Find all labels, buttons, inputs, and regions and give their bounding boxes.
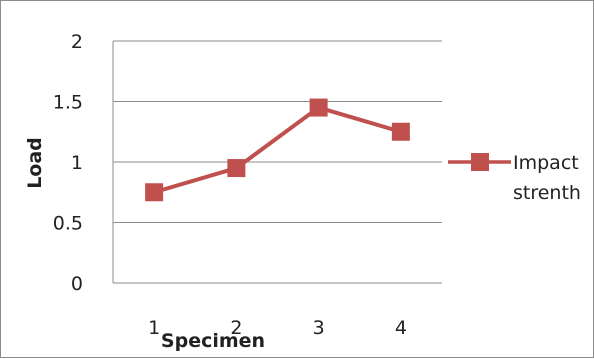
legend-label-line-2: strenth bbox=[513, 182, 581, 204]
y-axis-title: Load bbox=[24, 137, 46, 189]
y-tick-label: 0.5 bbox=[53, 213, 83, 235]
x-axis-title: Specimen bbox=[161, 330, 265, 352]
gridlines bbox=[112, 40, 442, 284]
y-tick-label: 0 bbox=[71, 273, 83, 295]
y-tick-label: 2 bbox=[71, 31, 83, 53]
data-point-marker bbox=[145, 183, 164, 202]
x-tick-label: 3 bbox=[313, 317, 325, 339]
x-tick-labels: 1 2 3 4 bbox=[148, 317, 407, 339]
x-tick-label: 4 bbox=[395, 317, 407, 339]
data-point-marker bbox=[227, 159, 246, 178]
data-point-marker bbox=[309, 98, 328, 117]
x-tick-label: 1 bbox=[148, 317, 160, 339]
y-tick-label: 1 bbox=[71, 152, 83, 174]
series-line bbox=[153, 105, 402, 195]
y-tick-label: 1.5 bbox=[53, 92, 83, 114]
legend-label-line-1: Impact bbox=[513, 152, 579, 174]
data-point-marker bbox=[391, 122, 410, 141]
x-tick-label: 2 bbox=[230, 317, 242, 339]
series-impact-strenth bbox=[145, 98, 410, 202]
legend-marker bbox=[471, 153, 489, 171]
legend: Impact strenth bbox=[448, 152, 581, 204]
y-tick-labels: 0 0.5 1 1.5 2 bbox=[53, 31, 83, 295]
